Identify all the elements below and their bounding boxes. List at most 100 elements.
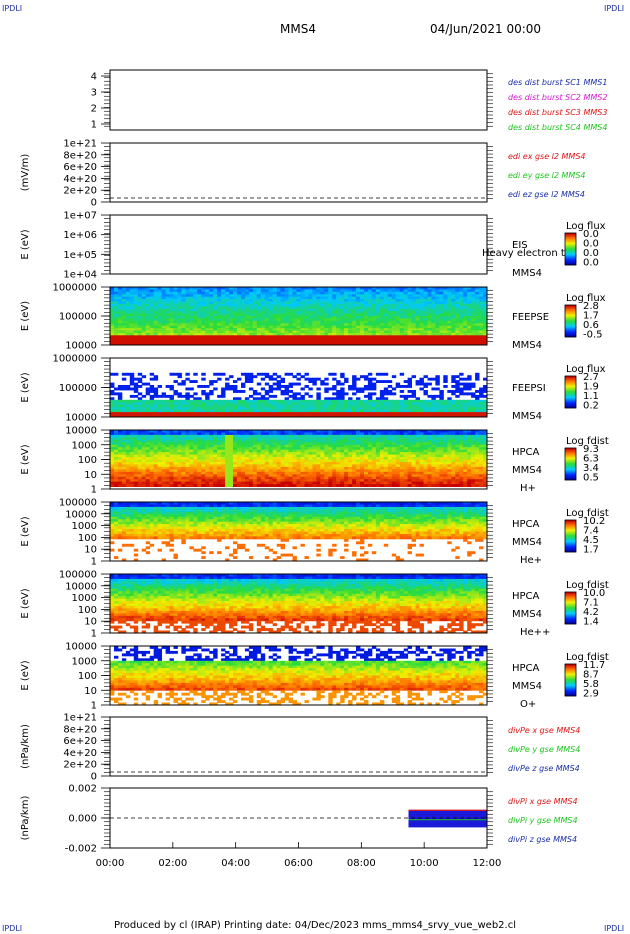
feeps-i-cell — [284, 392, 289, 396]
hpca-h-cell — [117, 457, 123, 460]
feeps-e-cell — [391, 291, 397, 295]
feeps-i-cell — [367, 394, 373, 398]
feeps-e-cell — [268, 296, 274, 300]
feeps-e-cell — [213, 299, 218, 302]
feeps-e-cell — [201, 320, 206, 324]
feeps-e-cell — [114, 291, 119, 295]
hpca-h-cell — [121, 474, 127, 478]
feeps-i-cell — [475, 377, 480, 381]
hpca-h-cell — [201, 452, 206, 455]
feeps-e-cell — [356, 337, 361, 341]
feeps-e-cell — [260, 308, 266, 312]
hpca-h-cell — [157, 479, 162, 483]
feeps-e-cell — [431, 320, 436, 324]
feeps-i-cell — [379, 397, 385, 401]
hpca-h-cell — [256, 481, 262, 485]
feeps-e-cell — [165, 330, 170, 334]
feeps-i-cell — [233, 385, 238, 388]
feeps-e-cell — [284, 323, 289, 327]
feeps-i-cell — [161, 407, 166, 411]
feeps-i-cell — [467, 387, 472, 391]
feeps-e-cell — [463, 299, 468, 302]
hpca-h-cell — [169, 434, 174, 438]
feeps-e-cell — [451, 325, 456, 329]
feeps-i-cell — [133, 390, 139, 393]
feeps-e-cell — [467, 328, 472, 331]
hpca-h-cell — [241, 434, 246, 438]
feeps-e-cell — [153, 313, 159, 317]
hpca-h-cell — [217, 432, 222, 436]
feeps-e-cell — [256, 342, 262, 346]
feeps-e-cell — [260, 294, 266, 298]
feeps-e-cell — [443, 311, 448, 314]
feeps-i-cell — [471, 407, 476, 411]
feeps-e-cell — [193, 294, 198, 298]
feeps-i-cell — [121, 387, 127, 391]
feeps-e-side-label: FEEPSE — [512, 312, 549, 323]
feeps-e-cell — [371, 340, 377, 343]
hpca-h-cell — [125, 434, 131, 438]
feeps-e-cell — [129, 330, 135, 334]
hpca-h-cell — [209, 464, 214, 468]
feeps-e-cell — [276, 337, 282, 341]
hpca-h-cell — [189, 447, 194, 451]
feeps-e-cell — [383, 337, 389, 341]
hpca-h-cell — [296, 457, 301, 460]
feeps-i-cell — [121, 407, 127, 411]
hpca-h-cell — [296, 430, 301, 433]
hpca-h-cell — [304, 466, 309, 470]
feeps-i-cell — [292, 402, 297, 406]
feeps-e-cell — [205, 316, 210, 319]
hpca-h-cell — [316, 452, 321, 455]
feeps-e-cell — [443, 299, 448, 302]
feeps-i-cell — [316, 394, 321, 398]
feeps-e-cell — [117, 316, 123, 319]
feeps-e-cell — [459, 289, 464, 293]
feeps-e-cell — [308, 323, 313, 327]
feeps-e-cell — [280, 320, 285, 324]
hpca-h-cell — [157, 449, 162, 453]
feeps-i-cell — [197, 399, 202, 403]
hpca-h-cell — [324, 444, 329, 448]
hpca-h-cell — [169, 430, 174, 433]
hpca-h-cell — [225, 430, 230, 433]
hpca-h-cell — [324, 471, 329, 475]
feeps-e-cell — [161, 318, 166, 322]
feeps-e-cell — [371, 320, 377, 324]
hpca-h-cell — [312, 479, 317, 483]
feeps-e-cell — [153, 342, 159, 346]
hpca-h-cell — [252, 437, 258, 441]
feeps-e-cell — [308, 308, 313, 312]
feeps-i-cell — [296, 377, 301, 381]
feeps-e-cell — [324, 289, 329, 293]
feeps-e-cell — [300, 316, 305, 319]
feeps-i-cell — [149, 414, 155, 418]
hpca-h-cell — [213, 439, 218, 443]
feeps-i-cell — [332, 372, 337, 376]
feeps-e-cell — [423, 328, 428, 331]
feeps-e-cell — [483, 313, 488, 317]
feeps-e-cell — [137, 294, 143, 298]
feeps-e-cell — [375, 303, 381, 307]
hpca-h-cell — [189, 434, 194, 438]
feeps-e-cell — [300, 328, 305, 331]
hpca-h-cell — [312, 432, 317, 436]
hpca-h-cell — [137, 437, 143, 441]
feeps-e-cell — [383, 313, 389, 317]
feeps-i-cell — [209, 409, 214, 413]
feeps-i-cell — [252, 402, 258, 406]
feeps-i-cell — [276, 382, 282, 386]
hpca-h-cell — [149, 432, 155, 436]
feeps-e-cell — [248, 342, 254, 346]
feeps-e-cell — [169, 330, 174, 334]
feeps-i-cell — [431, 414, 436, 418]
feeps-e-cell — [423, 296, 428, 300]
feeps-i-cell — [324, 404, 329, 408]
feeps-e-cell — [141, 306, 147, 310]
feeps-i-cell — [193, 372, 198, 376]
feeps-e-cell — [268, 332, 274, 336]
feeps-i-cell — [308, 387, 313, 391]
hpca-h-cell — [185, 432, 190, 436]
feeps-e-cell — [292, 328, 297, 331]
feeps-e-cell — [161, 328, 166, 331]
